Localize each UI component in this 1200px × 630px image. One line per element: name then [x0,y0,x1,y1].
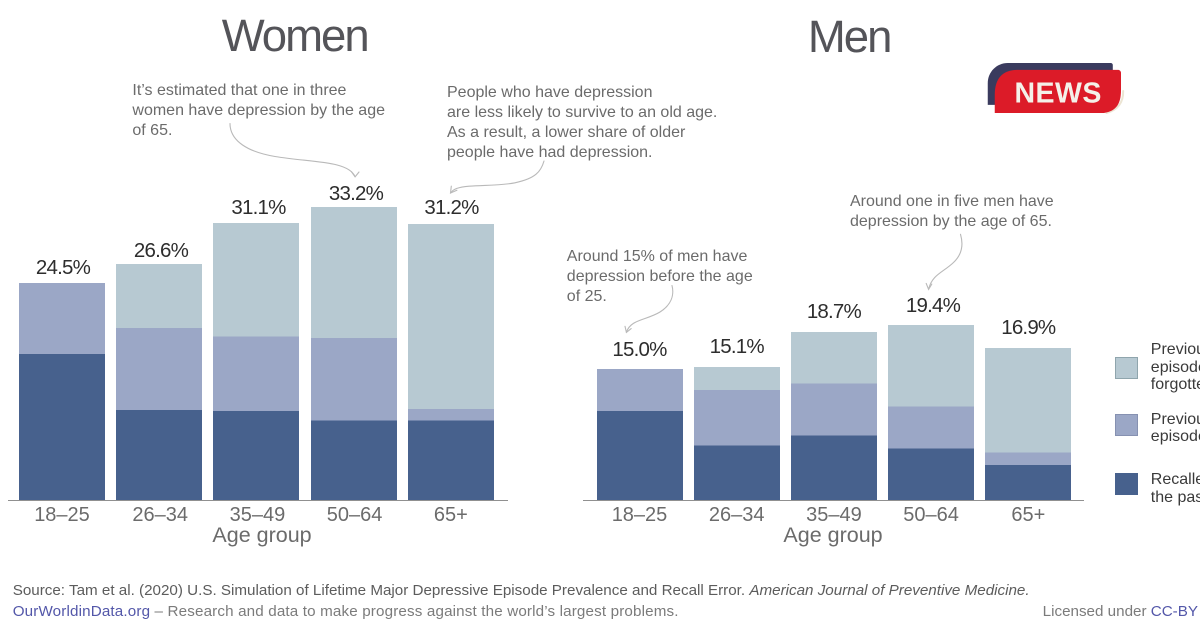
svg-text:NEWS: NEWS [1014,77,1101,109]
